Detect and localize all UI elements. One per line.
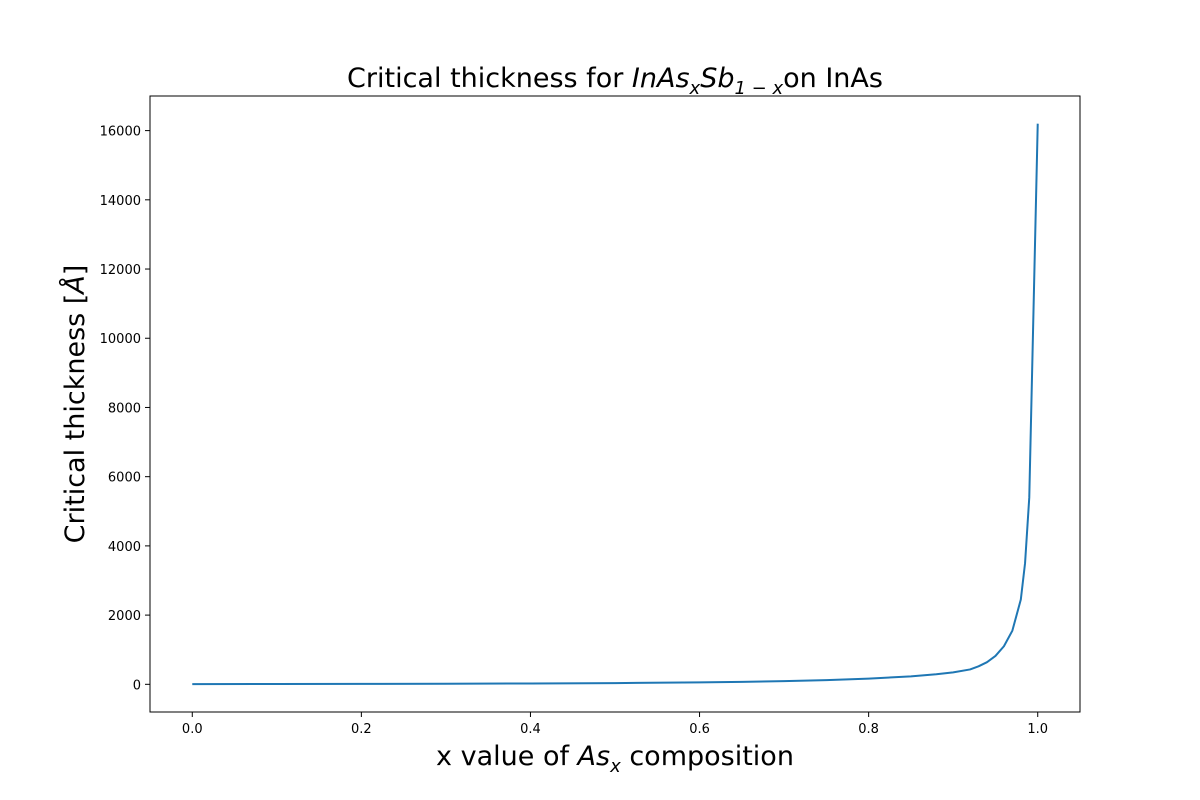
chart-title: Critical thickness for InAsxSb1 − xon In… (347, 63, 883, 99)
title-formula-main-1: InAs (632, 63, 690, 94)
y-tick-label: 2000 (108, 609, 141, 624)
x-tick-label: 0.4 (520, 722, 541, 737)
y-tick-label: 16000 (100, 125, 141, 140)
xlabel-suffix: composition (621, 741, 794, 772)
x-ticks: 0.0 0.2 0.4 0.6 0.8 1.0 (182, 712, 1048, 737)
x-tick-label: 0.0 (182, 722, 203, 737)
y-axis-label: Critical thickness [Å] (59, 265, 91, 544)
y-tick-label: 0 (133, 678, 141, 693)
title-suffix: on InAs (783, 63, 883, 94)
xlabel-prefix: x value of (436, 741, 578, 772)
y-tick-label: 14000 (100, 194, 141, 209)
ylabel-text: Critical thickness [ (60, 294, 91, 544)
y-tick-label: 6000 (108, 471, 141, 486)
y-tick-label: 10000 (100, 332, 141, 347)
y-ticks: 0 2000 4000 6000 8000 10000 12000 14000 16000 (100, 125, 150, 693)
xlabel-formula-main: As (576, 741, 611, 772)
y-tick-label: 4000 (108, 540, 141, 555)
title-formula-main-2: Sb (700, 63, 734, 94)
series-layer (192, 123, 1039, 686)
y-tick-label: 8000 (108, 401, 141, 416)
x-axis-label: x value of Asx composition (436, 741, 794, 777)
plot-area (149, 95, 1081, 713)
title-prefix: Critical thickness for (347, 63, 632, 94)
x-tick-label: 1.0 (1027, 722, 1048, 737)
x-tick-label: 0.8 (858, 722, 879, 737)
plot-frame (149, 95, 1081, 713)
y-tick-label: 12000 (100, 263, 141, 278)
xlabel-formula-sub: x (609, 756, 621, 777)
x-tick-label: 0.6 (689, 722, 710, 737)
x-tick-label: 0.2 (351, 722, 372, 737)
ylabel-close: ] (60, 265, 91, 276)
ylabel-symbol: Å (59, 275, 91, 295)
title-formula-sub-2: 1 − x (734, 78, 783, 99)
series-line (192, 123, 1039, 686)
title-formula-sub-1: x (689, 78, 701, 99)
